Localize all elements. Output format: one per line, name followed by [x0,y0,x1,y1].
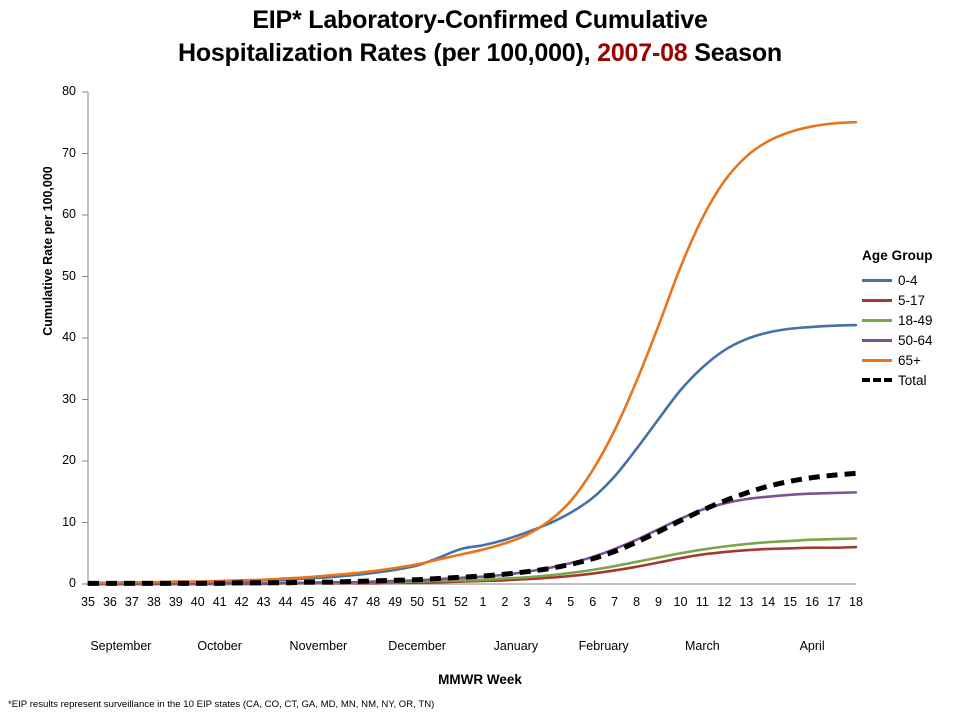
y-tick-label: 60 [62,207,76,221]
x-tick-label: 51 [432,595,447,609]
legend-item-0-4[interactable]: 0-4 [862,270,933,290]
x-tick-label: 7 [611,595,619,609]
x-tick-label: 47 [344,595,359,609]
x-tick-label: 3 [523,595,531,609]
legend-item-label: 50-64 [898,332,933,348]
x-tick-label: 17 [827,595,841,609]
x-tick-label: 2 [501,595,509,609]
series-line-total [87,470,857,586]
x-tick-label: 43 [256,595,271,609]
y-tick-label: 10 [62,514,76,529]
legend-swatch-icon [862,298,892,302]
y-tick-label: 50 [62,268,76,283]
footnote: *EIP results represent surveillance in t… [8,699,435,710]
x-tick-label: 35 [81,595,95,609]
x-tick-label: 39 [168,595,183,609]
title-line-2-after: Season [687,39,782,67]
axis-lines [87,92,856,585]
page-title: EIP* Laboratory-Confirmed Cumulative Hos… [0,4,960,70]
x-tick-label: 42 [234,595,249,609]
legend-item-65-[interactable]: 65+ [862,350,933,370]
legend-swatch-icon [862,278,892,282]
month-label: March [685,639,720,653]
y-tick-label: 20 [62,453,76,467]
x-tick-label: 13 [739,595,754,609]
title-line-1: EIP* Laboratory-Confirmed Cumulative [252,6,708,34]
x-tick-label: 40 [190,595,205,609]
legend-swatch-icon [862,378,892,382]
legend-swatch-icon [862,318,892,322]
x-tick-label: 44 [278,595,293,609]
month-label: September [90,639,152,653]
x-tick-label: 41 [212,595,227,609]
x-tick-label: 37 [124,595,139,609]
legend: Age Group 0-4 5-17 18-49 50-64 65+ Total [862,248,933,390]
title-line-2-before: Hospitalization Rates (per 100,000), [178,39,598,67]
x-tick-label: 6 [589,595,597,609]
legend-swatch-icon [862,338,892,342]
x-tick-label: 10 [673,595,688,609]
legend-item-50-64[interactable]: 50-64 [862,330,933,350]
y-tick-label: 40 [62,330,76,344]
legend-item-label: 5-17 [898,292,926,308]
x-tick-label: 11 [695,595,709,609]
legend-item-total[interactable]: Total [862,370,933,390]
x-tick-label: 52 [454,595,468,609]
x-tick-label: 46 [322,595,337,609]
x-tick-label: 50 [410,595,425,609]
y-tick-label: 30 [62,391,76,406]
x-tick-label: 45 [300,595,315,609]
legend-item-label: 0-4 [898,272,918,288]
month-label: February [578,639,629,653]
title-season-accent: 2007-08 [597,39,688,67]
month-label: October [197,639,242,653]
legend-title: Age Group [862,248,933,263]
x-tick-label: 1 [479,595,487,609]
y-tick-label: 70 [62,145,76,160]
x-tick-label: 36 [102,595,117,609]
series-line-50-64 [86,491,858,586]
legend-item-label: 18-49 [898,312,933,328]
y-tick-marks [82,91,88,585]
x-tick-label: 48 [366,595,381,609]
x-tick-label: 18 [849,595,863,609]
x-tick-label: 15 [783,595,798,609]
legend-item-5-17[interactable]: 5-17 [862,290,933,310]
month-label: January [493,639,539,653]
y-tick-label: 80 [62,84,76,98]
series-line-65- [86,120,858,585]
x-tick-label: 5 [567,595,575,609]
legend-item-18-49[interactable]: 18-49 [862,310,933,330]
legend-item-label: 65+ [898,352,921,368]
month-label: November [289,639,348,653]
legend-items: 0-4 5-17 18-49 50-64 65+ Total [862,270,933,390]
y-tick-label: 0 [69,576,76,590]
x-tick-label: 14 [761,595,776,609]
x-axis-title: MMWR Week [438,672,522,687]
x-tick-label: 9 [655,595,662,609]
month-label: April [799,639,825,653]
x-tick-label: 8 [633,595,641,609]
x-tick-label: 16 [805,595,820,609]
legend-item-label: Total [898,372,927,388]
x-tick-label: 12 [717,595,732,609]
x-tick-label: 49 [388,595,403,609]
legend-swatch-icon [862,358,892,362]
x-tick-label: 38 [146,595,161,609]
x-tick-label: 4 [545,595,553,609]
month-label: December [388,639,446,653]
